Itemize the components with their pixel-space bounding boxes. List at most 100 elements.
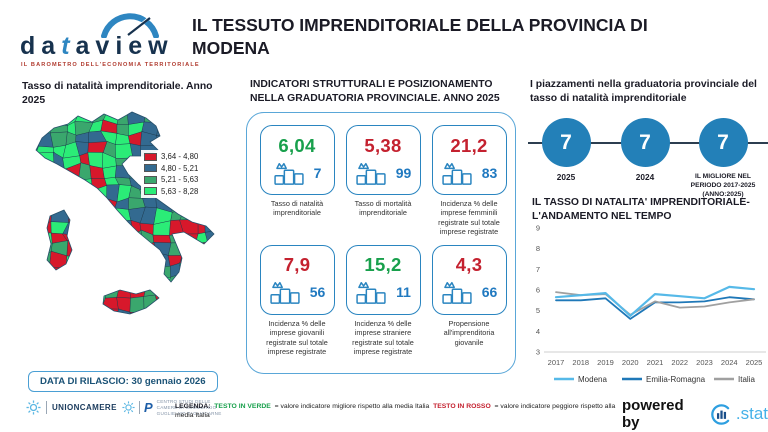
indicator-rank: 99 [395,164,412,181]
gauge-arc-icon [101,13,159,38]
svg-text:2023: 2023 [696,358,713,367]
gear-icon [122,401,135,414]
indicator-rank: 83 [481,164,498,181]
legend-swatch-red [144,152,157,161]
italy-choropleth-map[interactable] [14,98,224,350]
indicator-label: Incidenza % delle imprese giovanili regi… [266,318,328,357]
rank-circle: 7 [620,118,670,167]
podium-icon [442,162,472,185]
indicator-rank: 56 [309,284,326,301]
indicator-card-mortalita: 5,38 99 Tasso di mortalità imprenditoria… [343,125,423,237]
rank-circle: 7 [698,118,748,167]
indicator-value: 15,2 [364,254,402,276]
indicator-card-straniere: 15,2 11 Incidenza % delle imprese strani… [343,244,423,357]
color-legend-note: LEGENDA: TESTO IN VERDE = valore indicat… [175,403,616,419]
gear-icon [26,400,41,415]
podium-icon [356,162,386,185]
page-title: IL TESSUTO IMPRENDITORIALE DELLA PROVINC… [192,15,648,58]
trend-chart-title: IL TASSO DI NATALITA' IMPRENDITORIALE- L… [532,197,750,223]
tagliacarne-text: CENTRO STUDI DELLE CAMERE DI COMMERCIO G… [156,399,222,416]
legend-swatch-green [144,175,157,184]
logo-wordmark: dataview [20,32,174,60]
svg-text:5: 5 [536,306,540,315]
svg-text:9: 9 [536,224,540,233]
logo-divider [139,400,140,414]
svg-text:2019: 2019 [597,358,614,367]
indicator-card: 7,9 56 [259,244,335,315]
indicator-rank: 11 [396,284,411,301]
svg-text:2025: 2025 [746,358,763,367]
svg-text:2024: 2024 [721,358,738,367]
map-legend: 3,64 - 4,80 4,80 - 5,21 5,21 - 5,63 5,63… [141,150,202,198]
stat-logo-label: .stat [735,404,768,423]
indicator-rank: 7 [313,164,322,181]
indicator-card: 15,2 11 [345,244,421,315]
unioncamere-logo[interactable]: UNIONCAMERE [26,400,117,415]
indicator-value: 21,2 [450,134,488,156]
indicator-card: 4,3 66 [431,244,507,315]
legend-swatch-blue [144,164,157,172]
ranking-timeline: 7 2025 7 2024 7 IL MIGLIORE NEL PERIODO … [528,116,768,198]
svg-text:7: 7 [536,265,540,274]
map-legend-row: 5,63 - 8,28 [144,187,198,196]
indicator-card-femminili: 21,2 83 Incidenza % delle imprese femmin… [429,125,509,237]
indicator-value: 7,9 [283,254,311,276]
milestone-label: IL MIGLIORE NEL PERIODO 2017-2025 (ANNO:… [690,173,756,199]
indicator-card-giovanili: 7,9 56 Incidenza % delle imprese giovani… [257,244,337,357]
indicator-label: Incidenza % delle imprese straniere regi… [352,318,414,357]
rank-circle: 7 [541,118,591,167]
svg-text:Modena: Modena [578,375,607,384]
svg-text:2021: 2021 [647,358,664,367]
indicator-value: 6,04 [278,134,316,156]
indicator-label: Tasso di natalità imprenditoriale [270,199,324,218]
svg-text:2017: 2017 [548,358,565,367]
legend-green-label: TESTO IN VERDE [214,403,271,410]
logo-divider [46,401,47,414]
milestone-label: 2025 [556,172,576,182]
svg-text:8: 8 [536,244,540,253]
logo-tagline: IL BAROMETRO DELL'ECONOMIA TERRITORIALE [21,62,200,68]
indicator-label: Tasso di mortalità imprenditoriale [354,199,412,218]
svg-text:2022: 2022 [671,358,688,367]
ranking-panel-title: I piazzamenti nella graduatoria provinci… [530,79,757,105]
legend-red-label: TESTO IN ROSSO [433,403,491,410]
podium-icon [270,282,300,305]
podium-icon [356,282,386,305]
map-legend-row: 5,21 - 5,63 [144,175,198,184]
indicator-label: Propensione all'imprenditoria giovanile [443,318,495,347]
trend-line-chart: 3 4 5 6 7 8 9 2017 2018 2019 2020 2021 2022 2023 2024 2… [536,224,766,384]
svg-text:2018: 2018 [572,358,589,367]
map-legend-row: 3,64 - 4,80 [144,152,198,161]
indicator-card-propensione: 4,3 66 Propensione all'imprenditoria gio… [429,244,509,357]
indicator-card: 6,04 7 [259,125,335,195]
indicator-label: Incidenza % delle imprese femminili regi… [438,199,500,237]
indicator-value: 5,38 [364,134,402,156]
powered-by-stat[interactable]: powered by .stat [622,397,768,431]
tagliacarne-logo[interactable]: P CENTRO STUDI DELLE CAMERE DI COMMERCIO… [122,399,221,416]
release-date-badge: DATA DI RILASCIO: 30 gennaio 2026 [28,371,218,392]
indicator-rank: 66 [481,284,498,301]
milestone-2025: 7 2025 [526,118,606,183]
map-panel-title: Tasso di natalità imprenditoriale. Anno … [22,81,213,107]
dataview-logo[interactable]: dataview IL BAROMETRO DELL'ECONOMIA TERR… [14,8,199,70]
indicator-card: 21,2 83 [431,125,507,195]
indicator-card: 5,38 99 [345,125,421,195]
podium-icon [273,162,304,185]
svg-text:6: 6 [536,286,540,295]
svg-text:2020: 2020 [622,358,639,367]
milestone-2024: 7 2024 [605,118,685,183]
indicator-value: 4,3 [455,254,483,276]
legend-swatch-brightgreen [144,187,157,195]
milestone-best: 7 IL MIGLIORE NEL PERIODO 2017-2025 (ANN… [683,118,763,199]
indicators-container: 6,04 7 Tasso di natalità imprenditoriale… [246,112,516,374]
map-coastline [35,111,215,315]
podium-icon [442,282,472,305]
indicator-card-natalita: 6,04 7 Tasso di natalità imprenditoriale [257,125,337,237]
svg-text:Emilia-Romagna: Emilia-Romagna [646,375,706,384]
logo-t-glyph: t [61,32,76,60]
svg-text:4: 4 [536,327,540,336]
svg-text:3: 3 [536,348,540,357]
unioncamere-label: UNIONCAMERE [52,403,117,412]
map-legend-row: 4,80 - 5,21 [144,164,198,173]
